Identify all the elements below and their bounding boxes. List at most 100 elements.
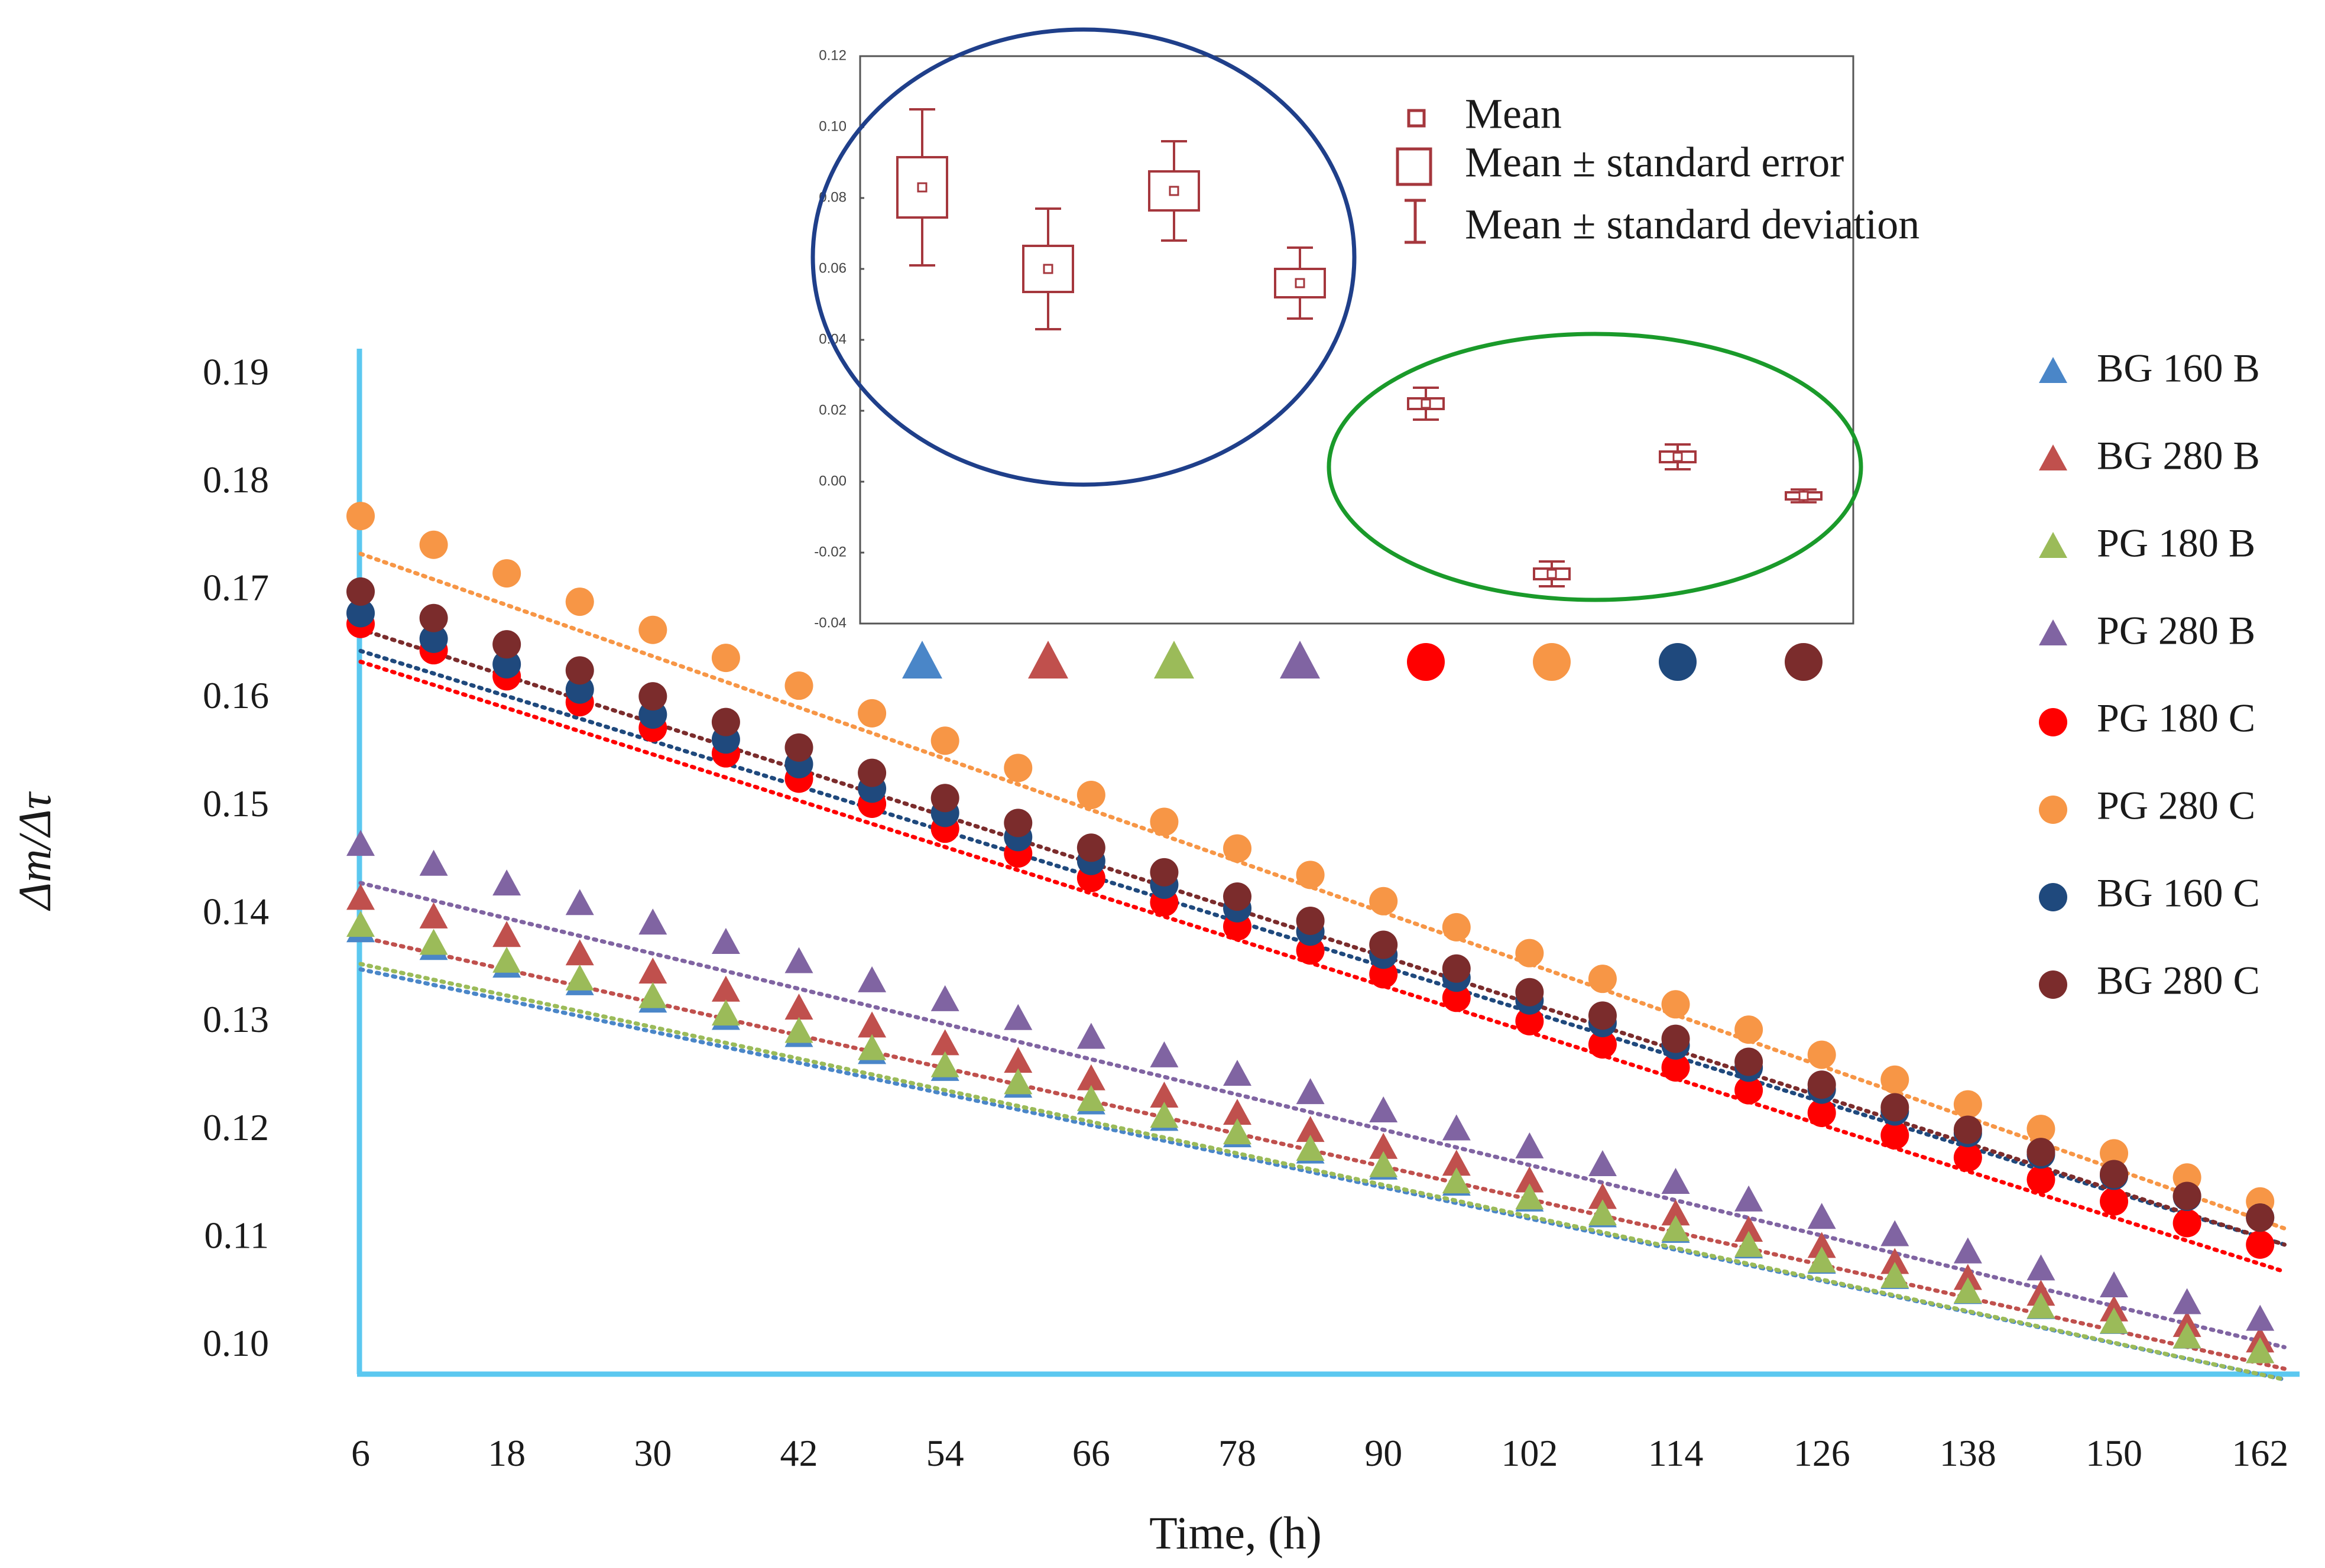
circle-point (1953, 1143, 1982, 1172)
circle-point (1880, 1121, 1909, 1150)
triangle-point (1515, 1132, 1544, 1158)
circle-point (1515, 978, 1544, 1007)
mean-marker (1169, 186, 1179, 196)
circle-point (1369, 887, 1398, 916)
triangle-point (1880, 1220, 1909, 1246)
circle-point (1076, 833, 1105, 862)
green-group-outline (1327, 332, 1863, 602)
y-tick-label: 0.13 (203, 998, 269, 1040)
triangle-point (1588, 1150, 1617, 1177)
inset-category-triangle (1280, 641, 1320, 679)
inset-y-tick-label: -0.04 (814, 615, 847, 631)
triangle-point (1150, 1102, 1179, 1128)
circle-point (711, 644, 740, 673)
circle-point (492, 650, 521, 679)
inset-category-circle (1785, 643, 1823, 681)
circle-point (346, 599, 375, 628)
se-legend-label: Mean ± standard error (1465, 139, 1844, 186)
circle-point (1515, 939, 1544, 968)
circle-point (2246, 1203, 2275, 1232)
triangle-point (784, 947, 813, 973)
circle-point (784, 671, 813, 700)
inset-category-circle (1533, 643, 1571, 681)
circle-point (346, 502, 375, 531)
legend-label: BG 280 C (2097, 958, 2260, 1003)
inset-y-tick-label: 0.06 (819, 260, 847, 276)
triangle-point (1076, 1022, 1105, 1049)
circle-point (1588, 1030, 1617, 1059)
legend-label: PG 280 B (2097, 608, 2255, 653)
triangle-point (1661, 1199, 1690, 1226)
se-box (1022, 245, 1074, 293)
legend-circle-icon (2039, 708, 2067, 736)
triangle-point (1515, 1166, 1544, 1193)
triangle-point (2246, 1304, 2275, 1331)
triangle-point (1880, 1262, 1909, 1288)
mean-legend-icon (1407, 109, 1426, 128)
circle-point (784, 733, 813, 762)
triangle-point (858, 1034, 887, 1060)
triangle-point (1004, 1047, 1033, 1073)
triangle-point (638, 957, 667, 984)
triangle-point (1296, 1135, 1325, 1161)
triangle-point (1442, 1114, 1471, 1141)
triangle-point (1223, 1099, 1252, 1125)
x-tick-label: 18 (488, 1432, 526, 1474)
triangle-point (1588, 1183, 1617, 1209)
x-tick-label: 102 (1501, 1432, 1558, 1474)
x-tick-label: 126 (1794, 1432, 1850, 1474)
triangle-point (419, 902, 448, 929)
triangle-point (1004, 1068, 1033, 1095)
triangle-point (1076, 1085, 1105, 1111)
circle-point (492, 559, 521, 588)
x-tick-label: 78 (1218, 1432, 1256, 1474)
x-tick-label: 6 (351, 1432, 370, 1474)
triangle-point (1004, 1004, 1033, 1030)
mean-marker (1421, 398, 1431, 409)
circle-point (419, 624, 448, 653)
inset-y-tick-label: 0.12 (819, 47, 847, 63)
legend-triangle-icon (2039, 444, 2067, 470)
y-tick-labels: 0.19 0.18 0.17 0.16 0.15 0.14 0.13 0.12 0.11 0.10 (203, 350, 269, 1364)
data-points (346, 502, 2275, 1364)
circle-point (1661, 990, 1690, 1019)
triangle-point (1150, 1041, 1179, 1067)
circle-point (1734, 1015, 1763, 1044)
triangle-point (1807, 1203, 1836, 1229)
inset-category-triangle (1028, 641, 1068, 679)
circle-point (2100, 1187, 2129, 1216)
mean-marker (1546, 569, 1557, 579)
circle-point (1150, 807, 1179, 836)
triangle-point (565, 889, 594, 916)
mean-marker (917, 182, 928, 193)
sd-legend-label: Mean ± standard deviation (1465, 201, 1919, 248)
circle-point (2026, 1165, 2055, 1194)
circle-point (2172, 1209, 2201, 1238)
mean-marker (1672, 452, 1683, 462)
inset-category-circle (1659, 643, 1697, 681)
inset-plot: 0.120.100.080.060.040.020.00-0.02-0.04 M… (810, 27, 1919, 681)
triangle-point (1369, 1132, 1398, 1159)
circle-point (930, 784, 959, 813)
triangle-point (784, 1017, 813, 1043)
circle-point (1296, 906, 1325, 935)
triangle-point (1369, 1096, 1398, 1122)
triangle-point (1734, 1231, 1763, 1257)
triangle-point (1953, 1237, 1982, 1264)
circle-point (1661, 1024, 1690, 1053)
se-box (1148, 170, 1200, 212)
legend-label: PG 180 C (2097, 696, 2255, 741)
inset-y-tick-label: 0.10 (819, 118, 847, 134)
inset-legend: Mean Mean ± standard error Mean ± standa… (1396, 90, 1919, 248)
circle-point (1588, 1001, 1617, 1030)
triangle-point (930, 1029, 959, 1056)
circle-point (1296, 861, 1325, 889)
circle-point (565, 656, 594, 685)
circle-point (1880, 1065, 1909, 1094)
triangle-point (565, 964, 594, 991)
triangle-point (930, 1051, 959, 1077)
inset-y-tick-label: 0.00 (819, 473, 847, 489)
triangle-point (346, 830, 375, 856)
triangle-point (1953, 1264, 1982, 1290)
